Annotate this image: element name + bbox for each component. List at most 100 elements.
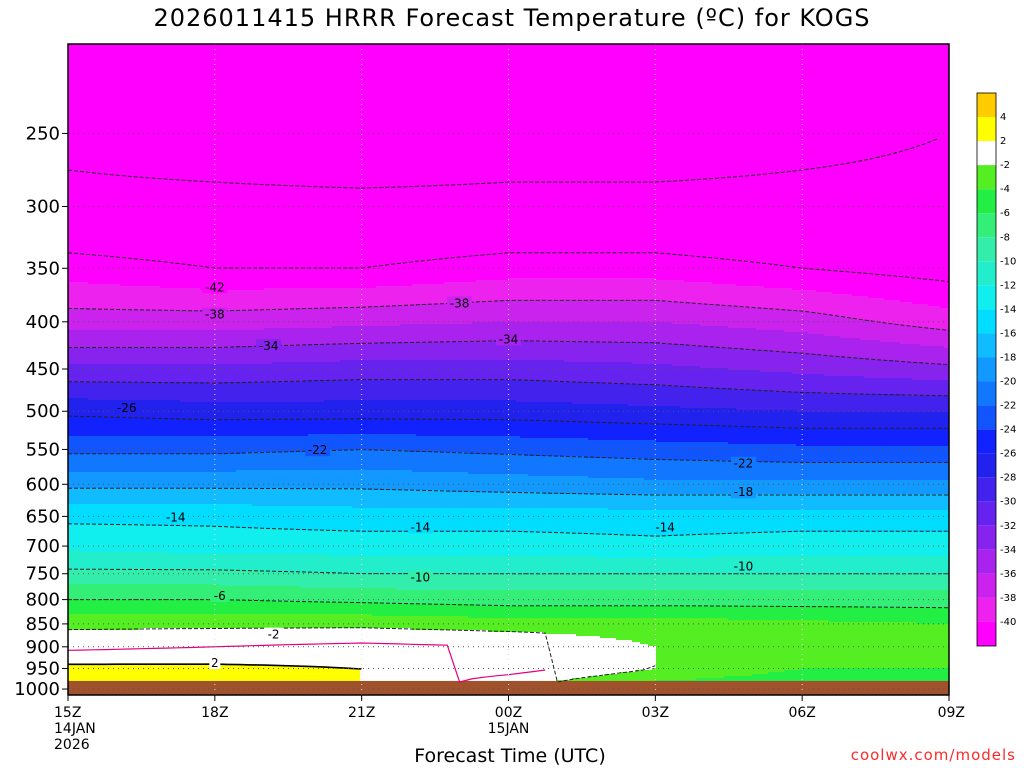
colorbar-swatch [977, 189, 996, 213]
y-tick-label: 300 [26, 197, 60, 218]
colorbar-swatch [977, 237, 996, 261]
colorbar-tick-label: -24 [1000, 425, 1016, 436]
colorbar-swatch [977, 550, 996, 574]
colorbar-tick-label: -4 [1000, 184, 1010, 195]
colorbar-swatch [977, 526, 996, 550]
contour-label-text: -42 [205, 280, 225, 294]
x-tick-label: 21Z [348, 705, 375, 721]
colorbar-swatch [977, 502, 996, 526]
colorbar-swatch [977, 213, 996, 237]
contour-label-text: -38 [450, 296, 470, 310]
contour-label: -10 [731, 560, 756, 574]
x-tick-label: 15JAN [488, 721, 530, 737]
contour-label: -14 [163, 511, 188, 525]
colorbar-swatch [977, 309, 996, 333]
contour-label: -26 [114, 401, 139, 415]
colorbar-tick-label: -28 [1000, 473, 1016, 484]
x-tick-label: 14JAN [54, 721, 96, 737]
contour-label: -6 [211, 589, 229, 603]
colorbar-tick-label: -6 [1000, 208, 1010, 219]
contour-label-text: -34 [499, 332, 519, 346]
credit-link[interactable]: coolwx.com/models [851, 746, 1016, 764]
colorbar-swatch [977, 261, 996, 285]
y-tick-label: 750 [26, 564, 60, 585]
y-tick-label: 500 [26, 401, 60, 422]
colorbar-swatch [977, 141, 996, 165]
contour-label: -14 [653, 520, 678, 534]
contour-label-text: -18 [734, 485, 754, 499]
contour-label: -22 [731, 457, 756, 471]
colorbar: 42-2-4-6-8-10-12-14-16-18-20-22-24-26-28… [977, 93, 1016, 646]
colorbar-swatch [977, 93, 996, 117]
contour-label-text: -22 [734, 457, 754, 471]
colorbar-swatch [977, 454, 996, 478]
y-tick-label: 900 [26, 637, 60, 658]
y-tick-label: 650 [26, 506, 60, 527]
contour-label-text: -14 [166, 511, 186, 525]
contour-label-text: -10 [411, 570, 431, 584]
colorbar-tick-label: 4 [1000, 112, 1006, 123]
colorbar-swatch [977, 165, 996, 189]
y-tick-label: 250 [26, 123, 60, 144]
y-tick-label: 550 [26, 439, 60, 460]
colorbar-swatch [977, 430, 996, 454]
ground-layer [68, 681, 949, 695]
contour-label-text: -26 [117, 401, 137, 415]
colorbar-tick-label: 2 [1000, 136, 1006, 147]
colorbar-tick-label: -30 [1000, 497, 1016, 508]
colorbar-tick-label: -32 [1000, 521, 1016, 532]
contour-label-text: -2 [268, 628, 280, 642]
y-tick-label: 1000 [14, 679, 60, 700]
x-tick-label: 06Z [788, 705, 815, 721]
x-tick-label: 09Z [938, 705, 965, 721]
contour-label-text: -38 [205, 308, 225, 322]
y-tick-label: 350 [26, 258, 60, 279]
contour-label: -42 [202, 280, 227, 294]
colorbar-swatch [977, 117, 996, 141]
colorbar-tick-label: -26 [1000, 449, 1016, 460]
y-tick-label: 600 [26, 474, 60, 495]
y-tick-label: 850 [26, 614, 60, 635]
colorbar-swatch [977, 478, 996, 502]
contour-label: 2 [209, 656, 220, 670]
contour-label-text: -10 [734, 560, 754, 574]
colorbar-tick-label: -16 [1000, 328, 1016, 339]
contour-label: -2 [265, 628, 283, 642]
y-tick-label: 400 [26, 312, 60, 333]
temperature-field [68, 44, 952, 696]
colorbar-swatch [977, 598, 996, 622]
colorbar-tick-label: -18 [1000, 352, 1016, 363]
y-tick-label: 800 [26, 590, 60, 611]
colorbar-tick-label: -10 [1000, 256, 1016, 267]
colorbar-tick-label: -38 [1000, 593, 1016, 604]
y-axis: 2503003504004505005506006507007508008509… [14, 123, 68, 700]
x-tick-label: 15Z [54, 705, 81, 721]
colorbar-swatch [977, 574, 996, 598]
colorbar-swatch [977, 622, 996, 646]
y-tick-label: 950 [26, 658, 60, 679]
temperature-band [68, 44, 952, 308]
colorbar-swatch [977, 285, 996, 309]
y-tick-label: 700 [26, 536, 60, 557]
contour-label: -18 [731, 485, 756, 499]
contour-label-text: -22 [308, 443, 328, 457]
colorbar-swatch [977, 406, 996, 430]
contour-label-text: -6 [214, 589, 226, 603]
colorbar-tick-label: -12 [1000, 280, 1016, 291]
ground-fill [68, 681, 949, 695]
colorbar-tick-label: -36 [1000, 569, 1016, 580]
y-tick-label: 450 [26, 359, 60, 380]
contour-label-text: -14 [411, 520, 431, 534]
colorbar-tick-label: -34 [1000, 545, 1016, 556]
x-tick-label: 03Z [642, 705, 669, 721]
contour-label: -38 [447, 296, 472, 310]
contour-label: -14 [408, 520, 433, 534]
colorbar-tick-label: -22 [1000, 401, 1016, 412]
contour-label-text: -34 [259, 339, 279, 353]
contour-label: -22 [305, 443, 330, 457]
colorbar-tick-label: -40 [1000, 617, 1016, 628]
contour-label: -34 [256, 339, 281, 353]
colorbar-tick-label: -14 [1000, 304, 1016, 315]
contour-label-text: -14 [655, 520, 675, 534]
